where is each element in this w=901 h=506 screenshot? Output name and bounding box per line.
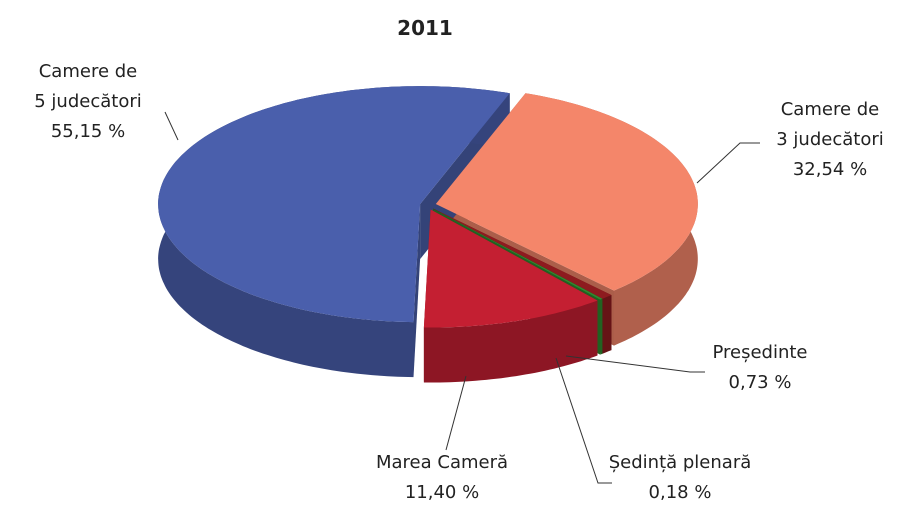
leader-line (555, 357, 612, 484)
leader-line (445, 375, 467, 451)
slice-wall (600, 298, 603, 355)
leader-line (565, 355, 705, 373)
category-label: Marea Cameră (376, 452, 508, 473)
pie-slice (423, 209, 598, 328)
value-label: 55,15 % (51, 121, 125, 142)
slice-side (413, 204, 421, 378)
pie-slice (158, 86, 510, 323)
category-label: 3 judecători (776, 129, 883, 150)
slice-wall (602, 295, 612, 354)
value-label: 32,54 % (793, 159, 867, 180)
category-label: Camere de (39, 61, 138, 82)
category-label: 5 judecători (34, 91, 141, 112)
leader-line (164, 111, 179, 141)
value-label: 0,18 % (649, 482, 712, 503)
chart-title: 2011 (397, 16, 453, 40)
category-label: Camere de (781, 99, 880, 120)
pie-tops (158, 86, 698, 328)
value-label: 11,40 % (405, 482, 479, 503)
category-label: Ședință plenară (609, 452, 752, 473)
value-label: 0,73 % (729, 372, 792, 393)
pie-slice (433, 208, 603, 300)
slice-wall (423, 300, 598, 383)
labels: Camere de 3 judecători 32,54 % Președinte 0,… (34, 61, 883, 503)
pie-slice (433, 208, 612, 299)
leader-line (696, 142, 760, 184)
pie-slice (435, 93, 698, 291)
category-label: Președinte (712, 342, 807, 363)
